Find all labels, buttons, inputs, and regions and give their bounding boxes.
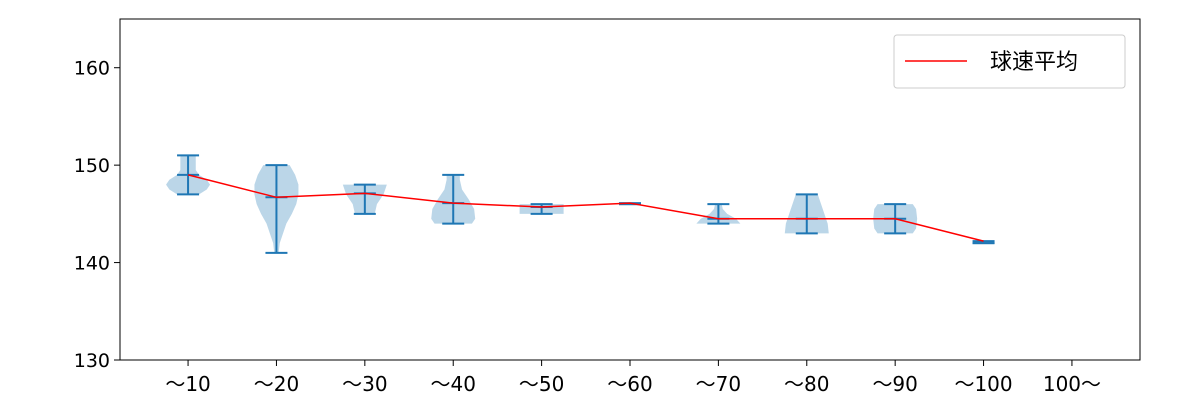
x-tick-label: 〜90	[872, 372, 917, 396]
y-tick-label: 150	[74, 155, 110, 177]
legend-label: 球速平均	[990, 50, 1078, 75]
violin-layer	[166, 154, 995, 254]
x-tick-label: 100〜	[1043, 372, 1101, 396]
x-axis: 〜10 〜20 〜30 〜40 〜50 〜60 〜70 〜80 〜90 〜100 100〜	[165, 360, 1101, 396]
y-axis: 130 140 150 160	[74, 58, 120, 372]
legend-box	[893, 34, 1126, 89]
x-tick-label: 〜60	[607, 372, 652, 396]
mean-speed-line	[187, 174, 984, 242]
y-tick-label: 140	[74, 253, 110, 275]
x-tick-label: 〜10	[165, 372, 210, 396]
x-tick-label: 〜70	[696, 372, 741, 396]
y-tick-label: 160	[74, 58, 110, 80]
x-tick-label: 〜100	[954, 372, 1012, 396]
x-tick-label: 〜40	[430, 372, 475, 396]
x-tick-label: 〜30	[342, 372, 387, 396]
legend: 球速平均	[893, 34, 1126, 89]
y-tick-label: 130	[74, 350, 110, 372]
x-tick-label: 〜20	[254, 372, 299, 396]
mean-line-layer	[187, 174, 984, 242]
x-tick-label: 〜50	[519, 372, 564, 396]
x-tick-label: 〜80	[784, 372, 829, 396]
